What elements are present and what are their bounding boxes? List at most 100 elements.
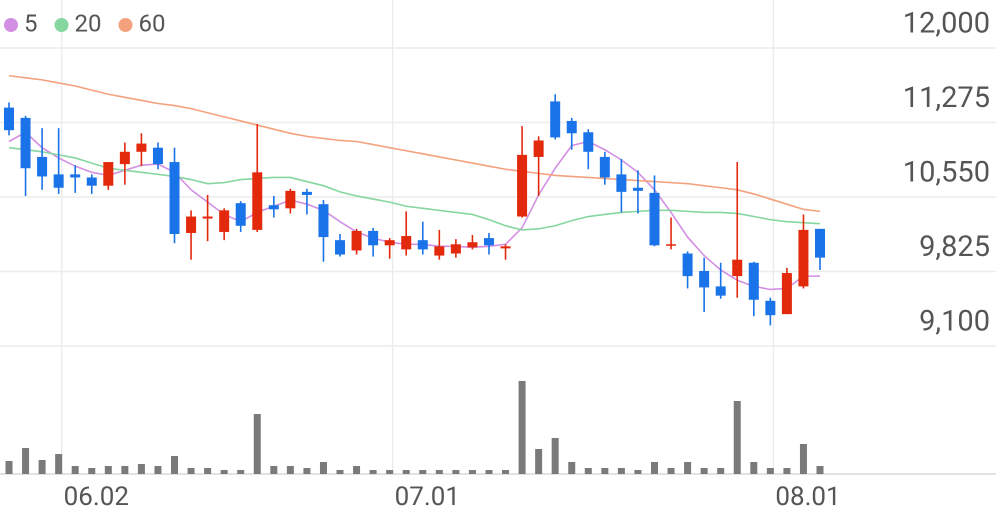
candle-body	[301, 191, 312, 195]
volume-bar	[253, 414, 261, 474]
volume-bar	[485, 470, 493, 474]
candle-body	[202, 216, 213, 219]
volume-bar	[650, 462, 658, 474]
candle-body	[616, 174, 627, 192]
candle-body	[649, 192, 660, 246]
volume-bar	[204, 468, 212, 474]
candle-body	[152, 147, 163, 165]
y-tick-label: 12,000	[903, 7, 990, 41]
candle-body	[4, 107, 14, 131]
volume-bar	[402, 470, 410, 474]
candle-body	[781, 273, 792, 315]
volume-bar	[750, 462, 758, 474]
candle-body	[119, 151, 130, 165]
volume-bar	[353, 466, 361, 474]
candle-body	[550, 101, 561, 138]
volume-bar	[518, 381, 526, 474]
x-tick-label: 07.01	[395, 482, 460, 512]
candle-body	[20, 117, 31, 169]
candle-body	[450, 244, 461, 254]
ma-line	[8, 74, 821, 213]
volume-bar	[220, 470, 228, 474]
volume-bar	[303, 468, 311, 474]
volume-bar	[584, 468, 592, 474]
volume-bar	[237, 470, 245, 474]
candle-body	[699, 270, 710, 288]
volume-bar	[601, 468, 609, 474]
volume-bar	[502, 470, 510, 474]
volume-bar	[733, 401, 741, 474]
volume-bar	[38, 460, 46, 474]
legend-marker	[118, 18, 133, 32]
volume-bar	[684, 462, 692, 474]
candle-body	[318, 204, 329, 238]
candle-body	[566, 120, 577, 134]
volume-bar	[634, 470, 642, 474]
x-tick-label: 06.02	[64, 482, 129, 512]
candle-body	[517, 154, 528, 217]
y-tick-label: 9,100	[919, 305, 990, 339]
candle-body	[53, 174, 64, 188]
volume-bar	[816, 466, 824, 474]
candle-body	[70, 174, 81, 178]
candle-body	[335, 240, 346, 255]
legend-label: 20	[75, 9, 102, 37]
candle-body	[533, 140, 544, 157]
y-tick-label: 11,275	[903, 81, 990, 115]
volume-bar	[386, 470, 394, 474]
volume-bar	[369, 470, 377, 474]
candle-body	[219, 210, 230, 232]
volume-bar	[137, 464, 145, 474]
candle-body	[765, 300, 776, 316]
volume-bar	[55, 454, 63, 474]
volume-bar	[766, 468, 774, 474]
ma-line	[8, 146, 821, 231]
volume-bar	[5, 461, 13, 474]
volume-bar	[71, 466, 79, 474]
candle-body	[666, 244, 677, 246]
volume-bar	[535, 449, 543, 474]
candle-body	[285, 190, 296, 209]
candle-body	[235, 203, 246, 226]
volume-bar	[22, 448, 30, 474]
ma-line	[8, 131, 820, 291]
candle-body	[136, 143, 147, 152]
volume-bar	[270, 466, 278, 474]
candle-body	[37, 156, 48, 177]
volume-bar	[452, 470, 460, 474]
volume-bar	[667, 468, 675, 474]
candle-body	[583, 132, 594, 152]
volume-bar	[617, 468, 625, 474]
volume-bar	[700, 468, 708, 474]
volume-bar	[171, 456, 179, 474]
volume-bar	[435, 470, 443, 474]
legend-label: 5	[24, 9, 38, 37]
candle-body	[384, 240, 395, 246]
candle-body	[798, 229, 809, 287]
legend-marker	[54, 18, 69, 32]
candle-body	[86, 177, 97, 186]
candle-body	[252, 172, 263, 230]
volume-bar	[783, 468, 791, 474]
volume-bar	[468, 470, 476, 474]
volume-bar	[551, 438, 559, 474]
candle-body	[715, 286, 726, 296]
volume-bar	[121, 466, 129, 474]
candle-body	[368, 230, 379, 246]
volume-bar	[187, 468, 195, 474]
candle-body	[186, 216, 197, 233]
candle-body	[500, 246, 511, 249]
candle-body	[417, 240, 428, 250]
volume-bar	[336, 470, 344, 474]
legend-marker	[4, 18, 18, 32]
candle-body	[351, 230, 362, 251]
volume-bar	[88, 468, 96, 474]
y-tick-label: 10,550	[903, 156, 990, 190]
candle-body	[748, 262, 759, 300]
volume-bar	[717, 468, 725, 474]
candle-body	[682, 253, 693, 277]
candle-body	[169, 162, 180, 234]
candle-body	[483, 238, 494, 246]
volume-bar	[104, 466, 112, 474]
